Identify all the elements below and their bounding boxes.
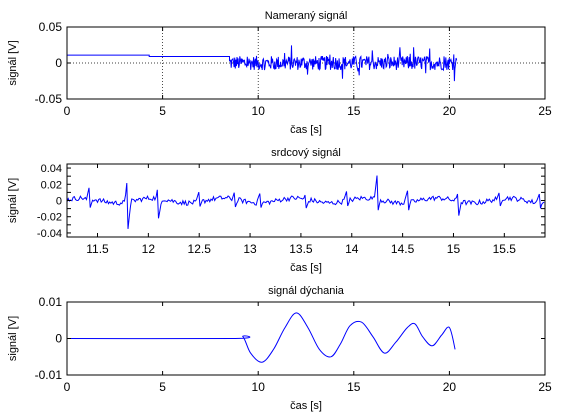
- x-axis-label: čas [s]: [290, 124, 322, 136]
- x-tick-label: 15: [447, 242, 461, 256]
- y-tick-label: 0: [55, 56, 62, 70]
- y-tick-label: 0.01: [39, 295, 63, 309]
- x-tick-label: 0: [64, 104, 71, 118]
- x-tick-label: 5: [159, 380, 166, 394]
- series-line: [66, 175, 545, 229]
- panel-respiration-signal: signál dýchania čas [s] signál [V] 0 5 10 15 20…: [7, 285, 552, 412]
- x-tick-label: 12: [142, 242, 156, 256]
- y-axis-label: signál [V]: [7, 178, 19, 223]
- x-tick-label: 15: [347, 380, 361, 394]
- x-tick-label: 20: [443, 104, 457, 118]
- y-tick-label: -0.04: [37, 228, 62, 240]
- x-tick-label: 5: [159, 104, 166, 118]
- x-axis-label: čas [s]: [290, 262, 322, 274]
- chart-title: Nameraný signál: [265, 10, 348, 22]
- chart-title: srdcový signál: [271, 147, 341, 159]
- x-tick-label: 12.5: [188, 242, 212, 256]
- x-axis-label: čas [s]: [290, 400, 322, 412]
- series-line: [67, 45, 458, 82]
- x-tick-label: 14.5: [391, 242, 415, 256]
- x-tick-label: 15: [347, 104, 361, 118]
- x-tick-label: 11.5: [86, 242, 109, 256]
- plot-area: [67, 27, 545, 99]
- x-tick-label: 10: [252, 380, 266, 394]
- y-tick-label: -0.02: [37, 212, 62, 224]
- y-tick-label: 0.04: [41, 163, 62, 175]
- x-tick-label: 13.5: [289, 242, 313, 256]
- x-tick-label: 0: [64, 380, 71, 394]
- y-tick-label: 0.02: [41, 179, 62, 191]
- y-tick-label: 0: [56, 196, 62, 208]
- chart-title: signál dýchania: [268, 285, 345, 297]
- y-tick-label: -0.01: [35, 368, 63, 382]
- series-line: [66, 312, 456, 363]
- panel-measured-signal: Nameraný signál čas [s] signál [V] 0 5 10 15 20…: [7, 10, 552, 136]
- y-tick-label: 0: [55, 332, 62, 346]
- x-tick-label: 10: [252, 104, 266, 118]
- y-axis-label: signál [V]: [7, 40, 19, 85]
- y-tick-label: -0.05: [35, 92, 63, 106]
- x-tick-label: 25: [538, 380, 552, 394]
- y-axis-label: signál [V]: [7, 316, 19, 361]
- x-tick-label: 14: [345, 242, 359, 256]
- x-tick-label: 25: [538, 104, 552, 118]
- x-tick-label: 15.5: [493, 242, 517, 256]
- panel-cardiac-signal: srdcový signál čas [s] signál [V] 11.5 12 12.…: [7, 147, 546, 274]
- x-tick-label: 20: [443, 380, 457, 394]
- x-tick-label: 13: [243, 242, 257, 256]
- y-tick-label: 0.05: [39, 20, 63, 34]
